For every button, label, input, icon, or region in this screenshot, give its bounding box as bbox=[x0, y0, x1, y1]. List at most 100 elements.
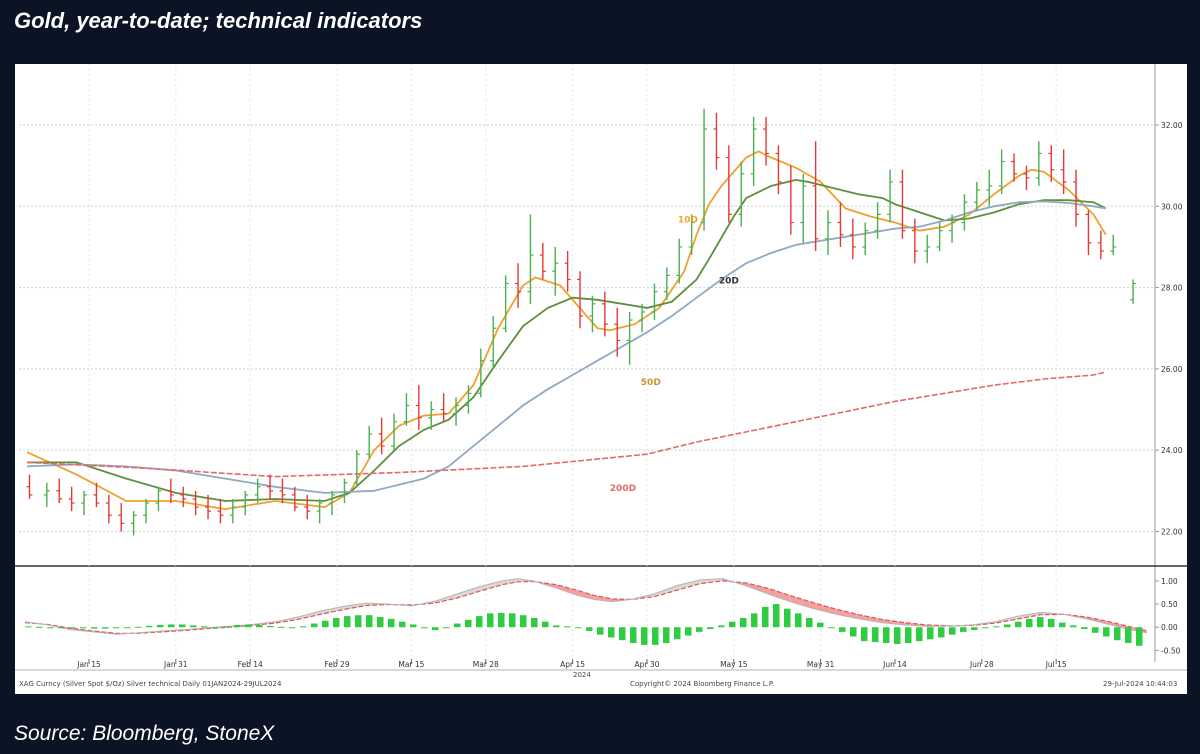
histogram-bar bbox=[289, 627, 296, 629]
price-bar bbox=[701, 108, 708, 231]
histogram-bar bbox=[377, 617, 384, 628]
price-bar bbox=[775, 145, 782, 195]
signal-line bbox=[24, 580, 1148, 634]
histogram-bar bbox=[553, 625, 560, 628]
price-bar bbox=[998, 149, 1005, 195]
histogram-bar bbox=[740, 617, 747, 628]
histogram-bar bbox=[36, 626, 43, 628]
price-bar bbox=[502, 275, 509, 333]
price-bar bbox=[552, 246, 559, 296]
price-bar bbox=[391, 413, 398, 451]
chart-area: 22.00 24.00 26.00 28.00 30.00 32.00 10D 20D 50D 2… bbox=[15, 64, 1187, 694]
histogram-bar bbox=[1070, 625, 1077, 628]
histogram-bar bbox=[509, 613, 516, 628]
price-bar bbox=[453, 397, 460, 426]
histogram-bar bbox=[410, 624, 417, 628]
price-bar bbox=[316, 498, 323, 524]
y-tick-label: 28.00 bbox=[1161, 284, 1183, 293]
oscillator-ribbon bbox=[654, 585, 677, 597]
oscillator-ribbon bbox=[578, 590, 594, 600]
price-bar bbox=[81, 490, 88, 516]
histogram-bar bbox=[1015, 621, 1022, 628]
histogram-bar bbox=[630, 627, 637, 643]
price-bar bbox=[626, 311, 633, 365]
price-bar bbox=[192, 490, 199, 516]
price-bar bbox=[1023, 165, 1030, 191]
price-bar bbox=[118, 503, 125, 532]
histogram-bar bbox=[542, 621, 549, 628]
histogram-bar bbox=[388, 618, 395, 628]
histogram-bar bbox=[1136, 627, 1143, 646]
x-tick-label: Jan 15 bbox=[76, 660, 101, 669]
price-bar bbox=[180, 486, 187, 508]
histogram-bar bbox=[718, 625, 725, 628]
histogram-bar bbox=[641, 627, 648, 645]
oscillator-ribbon bbox=[858, 614, 882, 623]
x-axis: Jan 15 Jan 31 Feb 14 Feb 29 Mar 15 Mar 28 Apr … bbox=[15, 659, 1187, 671]
histogram-bar bbox=[91, 627, 98, 629]
histogram-bar bbox=[1037, 617, 1044, 628]
histogram-bar bbox=[443, 627, 450, 629]
histogram-bar bbox=[828, 627, 835, 629]
histogram-bar bbox=[927, 627, 934, 640]
histogram-bar bbox=[916, 627, 923, 642]
oscillator-ribbon bbox=[457, 586, 480, 599]
y-tick-label: 24.00 bbox=[1161, 446, 1183, 455]
price-bar bbox=[849, 218, 856, 260]
price-bar bbox=[143, 498, 150, 524]
price-bar bbox=[229, 498, 236, 524]
histogram-bar bbox=[608, 627, 615, 638]
y-tick-label: 26.00 bbox=[1161, 365, 1183, 374]
x-tick-label: Feb 29 bbox=[324, 660, 349, 669]
price-bar bbox=[676, 238, 683, 284]
y-tick-label: 22.00 bbox=[1161, 527, 1183, 536]
price-bar bbox=[911, 218, 918, 264]
price-panel: 22.00 24.00 26.00 28.00 30.00 32.00 10D 20D 50D 2… bbox=[15, 64, 1187, 662]
y-tick-label: 32.00 bbox=[1161, 121, 1183, 130]
price-bar bbox=[899, 169, 906, 239]
price-bar bbox=[887, 169, 894, 223]
histogram-bar bbox=[245, 624, 252, 628]
histogram-bar bbox=[762, 606, 769, 628]
footer-center: Copyright© 2024 Bloomberg Finance L.P. bbox=[630, 680, 774, 688]
histogram-bar bbox=[861, 627, 868, 642]
histogram-bar bbox=[531, 617, 538, 628]
price-bar bbox=[874, 202, 881, 239]
osc-y-tick-label: 1.00 bbox=[1161, 577, 1178, 586]
price-bar bbox=[639, 303, 646, 333]
histogram-bar bbox=[1004, 624, 1011, 628]
histogram-bar bbox=[157, 624, 164, 628]
price-bar bbox=[1097, 230, 1104, 260]
price-bar bbox=[986, 169, 993, 207]
price-bar bbox=[1035, 141, 1042, 186]
price-bar bbox=[304, 494, 311, 520]
histogram-bar bbox=[872, 627, 879, 643]
histogram-bar bbox=[113, 627, 120, 629]
price-bar bbox=[43, 482, 50, 508]
ma-line-50d bbox=[26, 200, 1106, 494]
oscillator-ribbon bbox=[479, 580, 503, 592]
histogram-bar bbox=[190, 625, 197, 628]
histogram-bar bbox=[1103, 627, 1110, 637]
x-tick-label: Mar 28 bbox=[473, 660, 499, 669]
price-bar bbox=[713, 112, 720, 170]
histogram-bar bbox=[993, 626, 1000, 628]
oscillator-ribbon bbox=[320, 606, 344, 615]
price-bar bbox=[341, 478, 348, 504]
x-tick-label: Mar 15 bbox=[398, 660, 424, 669]
histogram-bar bbox=[663, 627, 670, 643]
x-tick-label: May 15 bbox=[720, 660, 748, 669]
histogram-bar bbox=[333, 617, 340, 628]
price-bar bbox=[973, 181, 980, 211]
annotation-200d: 200D bbox=[610, 484, 636, 494]
price-bar bbox=[800, 173, 807, 243]
price-bar bbox=[403, 393, 410, 426]
histogram-bar bbox=[432, 627, 439, 631]
histogram-bar bbox=[696, 627, 703, 632]
histogram-bar bbox=[773, 604, 780, 628]
histogram-bar bbox=[124, 627, 131, 629]
oscillator-ribbon bbox=[555, 584, 579, 596]
histogram-bar bbox=[1059, 622, 1066, 628]
histogram-bar bbox=[674, 627, 681, 640]
histogram-bar bbox=[311, 623, 318, 628]
